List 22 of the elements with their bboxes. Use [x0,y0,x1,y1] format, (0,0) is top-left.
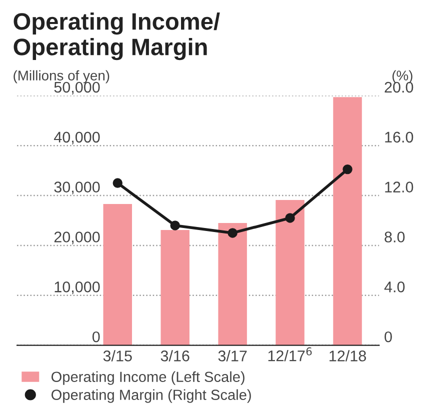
x-tick-label: 3/16 [160,350,190,362]
x-tick-label: 12/18 [330,350,366,362]
y-axis-title: (Millions of yen) [14,70,110,84]
x-tick-label: 12/17$^{6}$ [268,347,312,362]
y2-tick-label: 20.0 [384,82,414,93]
legend-label: Operating Income (Left Scale) [52,371,244,385]
y2-tick-label: 4.0 [384,282,405,292]
y2-tick-label: 0 [384,331,392,342]
y-tick-label: 20,000 [54,232,100,244]
y-tick-label: 30,000 [54,182,100,194]
x-tick-label: 3/15 [103,350,132,362]
y2-tick-label: 16.0 [385,132,414,143]
y-tick-label: 0 [92,331,100,342]
y-tick-label: 40,000 [54,132,100,144]
y2-tick-label: 12.0 [385,182,414,192]
y-tick-label: 50,000 [54,82,100,94]
legend-label: Operating Margin (Right Scale) [52,389,251,403]
y-tick-label: 10,000 [54,282,100,294]
y2-axis-title: (%) [392,70,412,84]
y2-tick-label: 8.0 [384,232,405,242]
chart-title: Operating Income/ Operating Margin [14,12,220,60]
x-tick-label: 3/17 [218,350,247,362]
